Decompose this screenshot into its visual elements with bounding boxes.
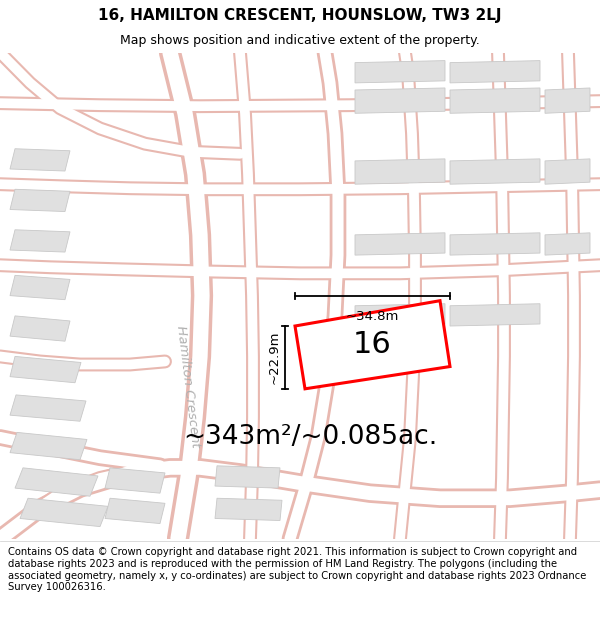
Text: Hamilton Crescent: Hamilton Crescent	[174, 325, 202, 449]
Polygon shape	[15, 468, 98, 496]
Polygon shape	[545, 159, 590, 184]
Text: 16, HAMILTON CRESCENT, HOUNSLOW, TW3 2LJ: 16, HAMILTON CRESCENT, HOUNSLOW, TW3 2LJ	[98, 8, 502, 23]
Polygon shape	[10, 356, 81, 382]
Polygon shape	[355, 159, 445, 184]
Polygon shape	[215, 466, 280, 488]
Text: ~343m²/~0.085ac.: ~343m²/~0.085ac.	[183, 424, 437, 451]
Polygon shape	[450, 88, 540, 113]
Polygon shape	[355, 233, 445, 255]
Text: Map shows position and indicative extent of the property.: Map shows position and indicative extent…	[120, 34, 480, 48]
Text: ~22.9m: ~22.9m	[268, 331, 281, 384]
Polygon shape	[105, 498, 165, 524]
Polygon shape	[295, 301, 450, 389]
Polygon shape	[450, 233, 540, 255]
Polygon shape	[215, 498, 282, 521]
Polygon shape	[20, 498, 108, 527]
Text: ~34.8m: ~34.8m	[346, 310, 399, 322]
Polygon shape	[105, 468, 165, 493]
Polygon shape	[10, 316, 70, 341]
Polygon shape	[10, 395, 86, 421]
Polygon shape	[450, 159, 540, 184]
Text: Contains OS data © Crown copyright and database right 2021. This information is : Contains OS data © Crown copyright and d…	[8, 548, 586, 592]
Polygon shape	[355, 304, 445, 326]
Polygon shape	[10, 230, 70, 252]
Polygon shape	[545, 233, 590, 255]
Polygon shape	[10, 432, 87, 460]
Polygon shape	[545, 88, 590, 113]
Polygon shape	[355, 88, 445, 113]
Polygon shape	[10, 189, 70, 211]
Text: 16: 16	[353, 330, 391, 359]
Polygon shape	[10, 276, 70, 299]
Polygon shape	[450, 61, 540, 83]
Polygon shape	[450, 304, 540, 326]
Polygon shape	[10, 149, 70, 171]
Polygon shape	[355, 61, 445, 83]
